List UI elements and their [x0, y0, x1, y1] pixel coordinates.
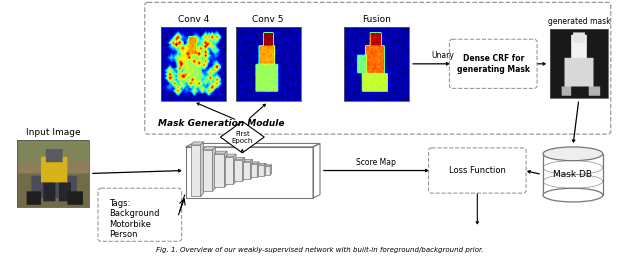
Polygon shape	[243, 159, 253, 162]
Bar	[214, 154, 225, 187]
Bar	[543, 154, 603, 195]
Polygon shape	[212, 147, 216, 191]
Text: Unary: Unary	[431, 51, 454, 60]
Polygon shape	[225, 151, 227, 187]
Bar	[186, 147, 313, 198]
Polygon shape	[220, 121, 264, 153]
Bar	[259, 165, 264, 176]
Text: Dense CRF for
generating Mask: Dense CRF for generating Mask	[457, 54, 530, 73]
Bar	[344, 27, 409, 101]
Polygon shape	[264, 163, 266, 176]
Polygon shape	[214, 151, 227, 154]
Text: Conv 4: Conv 4	[178, 15, 209, 24]
Text: Mask Generation Module: Mask Generation Module	[157, 119, 284, 128]
Ellipse shape	[543, 188, 603, 202]
Bar	[225, 157, 234, 184]
Bar	[17, 140, 89, 207]
Polygon shape	[234, 154, 236, 184]
Bar	[265, 166, 270, 175]
Bar	[202, 150, 212, 191]
Text: Score Map: Score Map	[356, 158, 396, 167]
Bar	[236, 27, 301, 101]
Polygon shape	[265, 165, 271, 166]
Polygon shape	[225, 154, 236, 157]
Bar	[550, 29, 608, 98]
Text: Tags:
Background
Motorbike
Person: Tags: Background Motorbike Person	[109, 199, 159, 239]
Bar	[161, 27, 226, 101]
Polygon shape	[191, 142, 204, 145]
Polygon shape	[243, 157, 244, 181]
Polygon shape	[250, 159, 253, 179]
Text: Fusion: Fusion	[362, 15, 391, 24]
Polygon shape	[257, 162, 259, 177]
Text: Mask DB: Mask DB	[554, 170, 593, 179]
Bar	[191, 145, 200, 196]
Text: Fig. 1. Overview of our weakly-supervised network with built-in foreground/backg: Fig. 1. Overview of our weakly-supervise…	[156, 247, 484, 253]
Polygon shape	[202, 147, 216, 150]
Polygon shape	[234, 157, 244, 160]
Text: First
Epoch: First Epoch	[232, 131, 253, 144]
Polygon shape	[270, 165, 271, 175]
Bar	[243, 162, 250, 179]
Text: generated mask: generated mask	[548, 17, 610, 26]
Bar	[252, 164, 257, 177]
Bar	[234, 160, 243, 181]
Text: Loss Function: Loss Function	[449, 166, 506, 175]
Ellipse shape	[543, 147, 603, 161]
Text: Conv 5: Conv 5	[252, 15, 284, 24]
Text: Input Image: Input Image	[26, 128, 81, 137]
Polygon shape	[252, 162, 259, 164]
Polygon shape	[259, 163, 266, 165]
Polygon shape	[200, 142, 204, 196]
